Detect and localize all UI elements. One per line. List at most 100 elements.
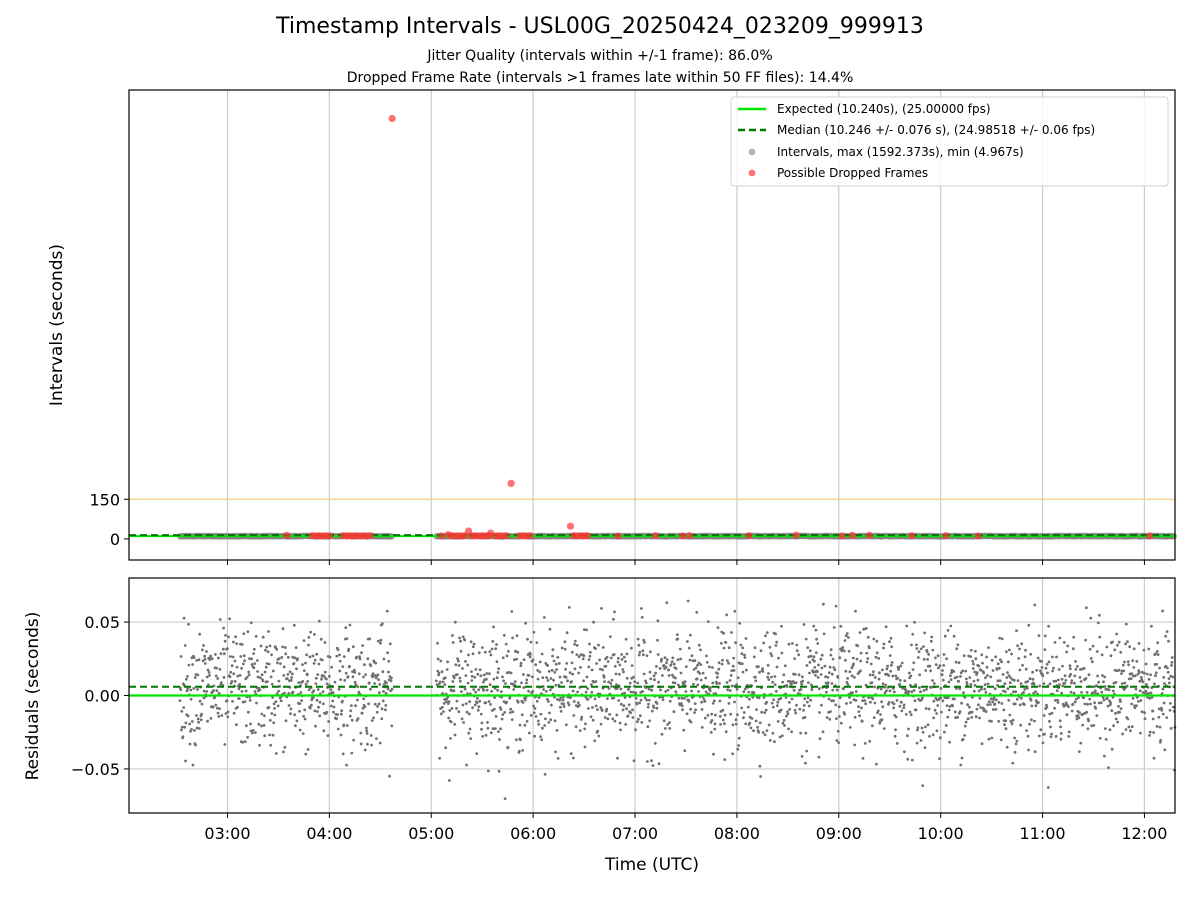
- residual-point: [932, 716, 935, 720]
- residual-point: [557, 662, 561, 665]
- residual-point: [910, 690, 914, 694]
- residual-point: [341, 699, 344, 703]
- residual-point: [1000, 637, 1004, 641]
- xlabel: Time (UTC): [604, 855, 699, 875]
- residual-point: [802, 623, 806, 626]
- residual-point: [1054, 699, 1057, 702]
- residual-point: [363, 705, 367, 709]
- residual-point: [662, 719, 666, 723]
- residual-point: [1031, 677, 1035, 681]
- residual-point: [969, 655, 972, 658]
- residual-point: [480, 646, 484, 649]
- residual-point: [1098, 736, 1102, 740]
- residual-point: [963, 724, 967, 728]
- residual-point: [819, 657, 823, 661]
- residual-point: [630, 646, 633, 650]
- residual-point: [354, 683, 358, 687]
- residual-point: [593, 739, 597, 743]
- residual-point: [610, 685, 613, 688]
- residual-point: [291, 690, 295, 694]
- residual-point: [281, 645, 285, 649]
- residual-point: [804, 637, 808, 641]
- residual-point: [766, 675, 770, 679]
- residual-point: [687, 699, 691, 703]
- residual-point: [569, 696, 572, 699]
- residual-point: [203, 654, 207, 658]
- dropped-frame-point: [838, 532, 846, 540]
- residual-point: [1079, 741, 1083, 745]
- residual-point: [999, 658, 1002, 662]
- residual-point: [764, 634, 767, 638]
- residual-point: [229, 655, 232, 658]
- residual-point: [1032, 691, 1036, 695]
- residual-point: [957, 661, 961, 665]
- residual-point: [747, 690, 751, 694]
- residual-point: [380, 717, 384, 721]
- residual-point: [600, 709, 604, 712]
- residual-point: [548, 711, 551, 715]
- residual-point: [295, 667, 298, 671]
- residual-point: [947, 708, 951, 712]
- residual-point: [283, 646, 287, 649]
- residual-point: [989, 675, 993, 679]
- residual-point: [552, 678, 555, 682]
- residual-point: [523, 698, 527, 702]
- residual-point: [849, 701, 852, 704]
- residual-point: [764, 708, 768, 712]
- residual-point: [579, 666, 582, 669]
- residual-point: [613, 610, 616, 614]
- xtick-label: 04:00: [306, 824, 352, 843]
- residual-point: [898, 678, 902, 682]
- residual-point: [382, 657, 386, 661]
- residual-point: [276, 704, 280, 708]
- residual-point: [301, 663, 304, 666]
- residual-point: [444, 746, 448, 750]
- residual-point: [615, 713, 619, 717]
- residual-point: [881, 705, 885, 709]
- residual-point: [482, 680, 485, 684]
- residual-point: [284, 719, 288, 723]
- residual-point: [216, 711, 220, 715]
- residual-point: [1161, 687, 1165, 691]
- residual-point: [508, 711, 512, 714]
- residual-point: [738, 621, 742, 625]
- residual-point: [762, 696, 766, 699]
- residual-point: [217, 692, 221, 695]
- residual-point: [563, 640, 567, 644]
- dropped-frame-point: [583, 532, 592, 540]
- residual-point: [322, 729, 326, 733]
- residual-point: [1059, 732, 1063, 735]
- residual-point: [479, 712, 483, 716]
- residual-point: [504, 642, 508, 646]
- residual-point: [1137, 642, 1141, 645]
- residual-point: [775, 640, 779, 644]
- residual-point: [1152, 731, 1155, 734]
- residual-point: [882, 727, 886, 730]
- residual-point: [437, 671, 441, 675]
- residual-point: [389, 679, 393, 683]
- residual-point: [887, 674, 891, 677]
- residual-point: [926, 658, 929, 661]
- residual-point: [953, 697, 956, 701]
- residual-point: [381, 699, 385, 703]
- residual-point: [567, 703, 571, 707]
- residual-point: [503, 711, 507, 714]
- residual-point: [222, 676, 226, 679]
- residual-point: [341, 752, 345, 756]
- residual-point: [313, 709, 317, 713]
- residual-point: [984, 676, 987, 680]
- residual-point: [521, 701, 525, 704]
- residual-point: [731, 723, 735, 727]
- residual-point: [1036, 656, 1040, 660]
- residual-point: [478, 699, 482, 703]
- residual-point: [275, 692, 279, 696]
- residual-point: [199, 718, 203, 722]
- residual-point: [248, 698, 252, 702]
- residual-point: [922, 657, 926, 661]
- residual-point: [666, 723, 669, 726]
- residual-point: [951, 704, 954, 708]
- residual-point: [1003, 682, 1007, 686]
- residual-point: [1010, 652, 1013, 656]
- residual-point: [466, 663, 470, 667]
